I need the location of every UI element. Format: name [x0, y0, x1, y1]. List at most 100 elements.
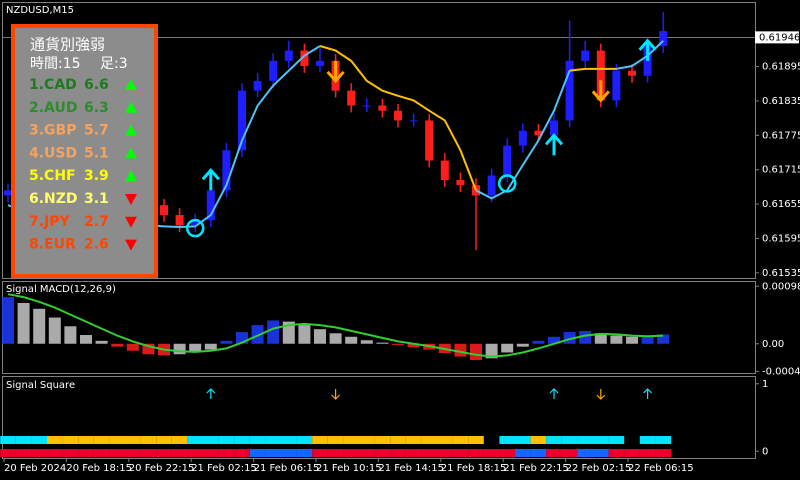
mini-up-arrow	[549, 388, 559, 399]
signal-square	[577, 436, 593, 444]
macd-bar	[516, 343, 529, 347]
candle-body	[238, 90, 246, 151]
macd-bar	[236, 332, 248, 344]
signal-square	[452, 449, 469, 457]
macd-bar	[548, 336, 560, 344]
signal-square	[561, 436, 578, 444]
last-price-box	[755, 31, 799, 44]
signal-square	[249, 436, 266, 444]
signal-square	[234, 449, 250, 457]
signal-square	[140, 436, 157, 444]
candle-body	[362, 105, 371, 107]
macd-bar	[641, 335, 654, 344]
y-tick-label: 0.61895	[762, 62, 800, 73]
signal-square	[608, 449, 625, 457]
macd-bar	[470, 343, 482, 361]
candle-body	[347, 90, 356, 106]
up-arrow	[638, 38, 657, 61]
signal-panel	[2, 376, 756, 459]
signal-square	[140, 449, 157, 457]
macd-bar	[64, 326, 77, 344]
candle-body	[253, 80, 262, 91]
rising-triangle	[125, 101, 137, 113]
signal-square	[421, 449, 437, 457]
signal-square	[203, 436, 219, 444]
macd-bar	[376, 342, 389, 344]
signal-square	[327, 449, 344, 457]
rising-triangle	[125, 170, 137, 182]
currency-score: 6.3	[84, 100, 109, 116]
signal-square	[359, 436, 375, 444]
signal-square	[530, 449, 547, 457]
mini-up-arrow	[643, 388, 653, 399]
candle-body	[160, 205, 168, 215]
falling-triangle	[125, 216, 137, 228]
candle-body	[596, 50, 605, 101]
up-arrow	[544, 133, 564, 156]
macd-bar	[329, 333, 342, 344]
signal-square	[390, 436, 406, 444]
signal-square	[593, 436, 609, 444]
signal-square	[499, 449, 515, 457]
macd-bar	[80, 335, 92, 344]
signal-square	[234, 436, 250, 444]
signal-square	[187, 449, 203, 457]
signal-square	[15, 436, 32, 444]
signal-square	[390, 449, 406, 457]
macd-bar	[126, 343, 139, 351]
signal-square	[374, 449, 391, 457]
signal-square	[655, 436, 671, 444]
up-arrow	[201, 168, 220, 191]
signal-square	[468, 449, 484, 457]
signal-square	[93, 436, 110, 444]
y-tick-label: 0.61535	[762, 268, 800, 279]
candle-body	[518, 130, 527, 146]
signal-square	[171, 436, 188, 444]
macd-bar	[626, 336, 638, 344]
currency-score: 2.6	[84, 237, 109, 253]
x-tick-label: 21 Feb 02:15	[191, 463, 257, 474]
macd-bar	[251, 325, 264, 344]
candle-body	[550, 120, 558, 136]
signal-square	[437, 449, 453, 457]
falling-triangle	[125, 239, 137, 251]
macd-bar	[579, 330, 592, 344]
macd-bar	[111, 343, 124, 347]
signal-square	[405, 449, 422, 457]
signal-square	[281, 449, 297, 457]
signal-square	[639, 449, 656, 457]
signal-square	[546, 436, 562, 444]
macd-bar	[48, 317, 61, 344]
signal-square	[15, 449, 32, 457]
currency-label: 5.CHF	[29, 168, 76, 184]
candle-body	[487, 175, 496, 196]
currency-label: 8.EUR	[29, 237, 76, 253]
rising-triangle	[125, 124, 137, 136]
macd-bar	[17, 302, 30, 344]
signal-square	[47, 449, 63, 457]
signal-square	[452, 436, 469, 444]
signal-square	[47, 436, 63, 444]
mini-up-arrow	[206, 388, 216, 399]
signal-square	[156, 449, 172, 457]
x-tick-label: 20 Feb 18:15	[66, 463, 132, 474]
signal-square	[515, 436, 531, 444]
x-tick-label: 21 Feb 18:15	[441, 463, 507, 474]
mini-down-arrow	[596, 389, 606, 400]
y-tick-label: 0.000987	[762, 281, 800, 292]
candle-body	[628, 70, 636, 76]
macd-title: Signal MACD(12,26,9)	[6, 284, 116, 295]
currency-label: 2.AUD	[29, 100, 77, 116]
signal-square	[296, 449, 313, 457]
signal-square	[530, 436, 547, 444]
chart-title: NZDUSD,M15	[6, 5, 74, 16]
currency-score: 5.7	[84, 123, 109, 139]
signal-square	[0, 436, 16, 444]
macd-bar	[610, 335, 623, 344]
x-tick-label: 21 Feb 14:15	[378, 463, 444, 474]
signal-square	[624, 449, 640, 457]
macd-bar	[360, 340, 373, 344]
macd-bar	[173, 343, 186, 355]
x-tick-label: 20 Feb 22:15	[129, 463, 195, 474]
